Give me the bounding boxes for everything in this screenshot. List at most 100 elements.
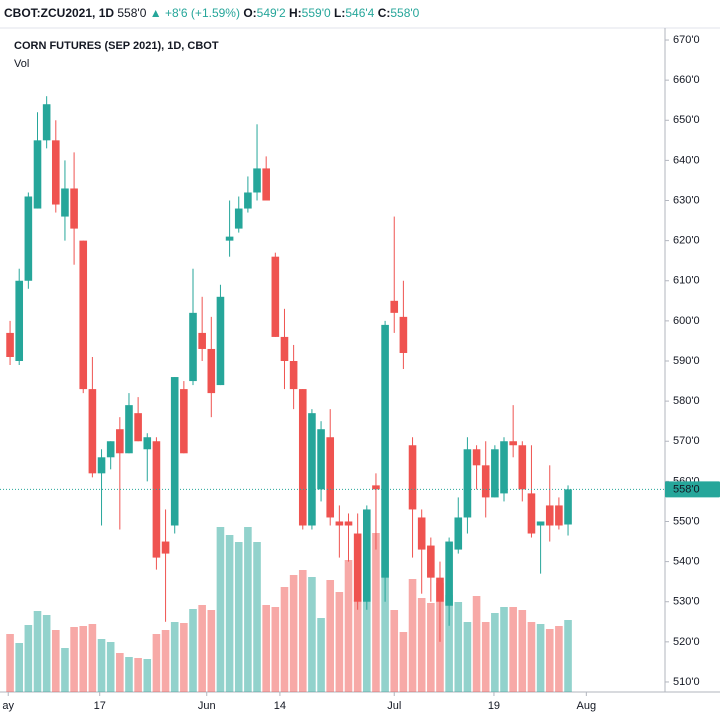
volume-bar [289, 575, 298, 692]
volume-bar [427, 603, 435, 692]
arrow: ▲ [150, 6, 162, 20]
candle-body [564, 489, 572, 525]
last: 558'0 [117, 6, 146, 20]
y-tick-label: 520'0 [673, 636, 700, 648]
candle-body [134, 413, 142, 442]
candle-body [518, 445, 527, 490]
volume-bar [207, 610, 216, 692]
volume-bar [97, 639, 106, 692]
volume-bar [335, 592, 344, 692]
candle-body [61, 188, 69, 217]
volume-bar [198, 605, 206, 692]
h-label: H: [289, 6, 302, 20]
candle-body [353, 533, 362, 602]
candle-body [161, 541, 170, 554]
c: 558'0 [390, 6, 419, 20]
volume-bar [280, 587, 289, 692]
candle-body [253, 168, 261, 193]
volume-bar [170, 622, 179, 692]
candle-body [180, 389, 188, 454]
x-tick-label: 17 [94, 700, 106, 712]
candle-body [427, 545, 435, 578]
y-tick-label: 590'0 [673, 355, 700, 367]
candle-body [372, 485, 380, 490]
volume-bar [481, 622, 490, 692]
volume-bar [372, 533, 380, 692]
volume-bar [399, 632, 408, 692]
candle-body [79, 240, 88, 390]
x-tick-label: Jul [387, 700, 401, 712]
header: CBOT:ZCU2021, 1D 558'0 ▲ +8'6 (+1.59%) O… [4, 6, 420, 20]
volume-bar [353, 600, 362, 692]
l: 546'4 [345, 6, 374, 20]
volume-bar [417, 598, 426, 692]
y-tick-label: 600'0 [673, 315, 700, 327]
y-tick-label: 620'0 [673, 235, 700, 247]
h: 559'0 [302, 6, 331, 20]
candle-body [24, 196, 33, 281]
candle-body [454, 517, 463, 550]
candle-body [106, 441, 115, 458]
c-label: C: [378, 6, 391, 20]
volume-bar [363, 570, 371, 692]
candle-body [225, 236, 234, 241]
plot-area [6, 96, 572, 692]
candle-body [491, 449, 499, 498]
y-tick-label: 670'0 [673, 34, 700, 46]
volume-bar [454, 602, 463, 692]
candle-body [536, 521, 545, 526]
volume-bar [244, 527, 252, 692]
volume-bar [262, 605, 270, 692]
candle-body [509, 441, 517, 446]
y-tick-label: 540'0 [673, 556, 700, 568]
volume-bar [152, 634, 161, 692]
volume-bar [317, 618, 325, 692]
symbol: CBOT:ZCU2021, 1D [4, 6, 114, 20]
last-price-label: 558'0 [673, 483, 700, 495]
candle-body [42, 104, 51, 141]
volume-bar [79, 626, 88, 692]
volume-bar [298, 570, 307, 692]
volume-bar [24, 625, 33, 692]
chart-title: CORN FUTURES (SEP 2021), 1D, CBOT [14, 40, 219, 52]
volume-bar [70, 627, 78, 692]
candle-body [262, 168, 270, 201]
candle-body [408, 445, 417, 510]
volume-bar [125, 657, 133, 692]
candle-body [234, 208, 243, 229]
x-tick-label: 14 [274, 700, 286, 712]
candle-body [207, 348, 216, 394]
candle-body [70, 188, 78, 229]
volume-bar [106, 642, 115, 692]
volume-bar [42, 615, 51, 692]
candle-body [289, 361, 298, 390]
volume-bar [518, 610, 527, 692]
candle-body [216, 296, 225, 386]
candle-body [116, 429, 124, 454]
candle-body [436, 577, 444, 602]
candle-body [481, 465, 490, 498]
volume-bar [225, 535, 234, 692]
volume-bar [88, 624, 97, 692]
volume-bar [15, 643, 24, 692]
volume-bar [536, 624, 545, 692]
candle-body [344, 521, 353, 526]
x-tick-label: Jun [198, 700, 216, 712]
o: 549'2 [257, 6, 286, 20]
candle-body [33, 140, 42, 209]
volume-bar [308, 577, 316, 692]
candle-body [143, 437, 152, 450]
candle-body [6, 332, 14, 357]
candle-body [335, 521, 344, 526]
volume-bar [509, 607, 517, 692]
volume-bar [564, 620, 572, 692]
volume-bar [545, 629, 554, 692]
candle-body [500, 441, 508, 494]
volume-bar [491, 613, 499, 692]
candle-body [463, 449, 472, 518]
candle-body [545, 505, 554, 526]
y-tick-label: 570'0 [673, 435, 700, 447]
volume-bar [161, 630, 170, 692]
candle-body [15, 280, 24, 361]
